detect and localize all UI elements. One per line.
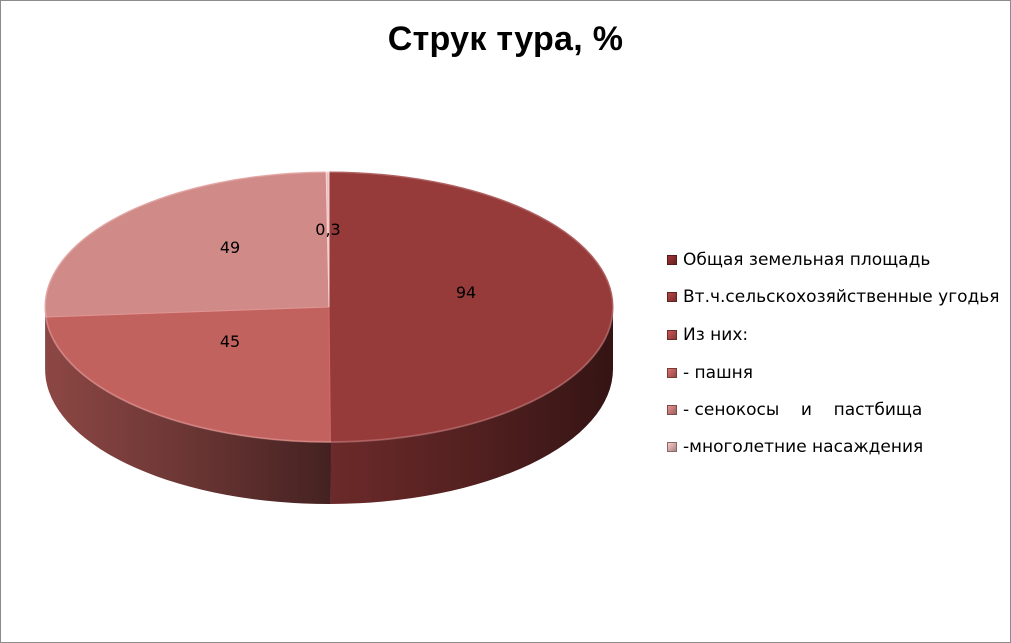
legend-swatch [667, 442, 677, 452]
pie-slice [45, 306, 331, 443]
legend-swatch [667, 330, 677, 340]
data-label: 45 [220, 332, 240, 351]
legend-label: - сенокосы и пастбища [683, 400, 923, 420]
legend-swatch [667, 405, 677, 415]
legend-swatch [667, 292, 677, 302]
chart-title: Струк тура, % [387, 20, 624, 58]
legend-label: Вт.ч.сельскохозяйственные угодья [683, 287, 1000, 307]
data-label: 0,3 [315, 220, 340, 239]
pie-rim [44, 171, 614, 443]
pie-slice-side [45, 317, 331, 504]
data-label: 94 [456, 283, 476, 302]
pie-slice-side [330, 307, 613, 504]
pie-slice [44, 171, 330, 318]
pie-slice [325, 171, 330, 308]
legend-swatch [667, 255, 677, 265]
legend-swatch [667, 368, 677, 378]
data-label: 49 [220, 238, 240, 257]
legend-label: - пашня [683, 363, 753, 383]
legend-label: Из них: [683, 325, 749, 345]
legend-label: -многолетние насаждения [683, 437, 924, 457]
pie-slice-side [45, 307, 46, 380]
pie-slice [328, 171, 614, 443]
legend-label: Общая земельная площадь [683, 250, 931, 270]
